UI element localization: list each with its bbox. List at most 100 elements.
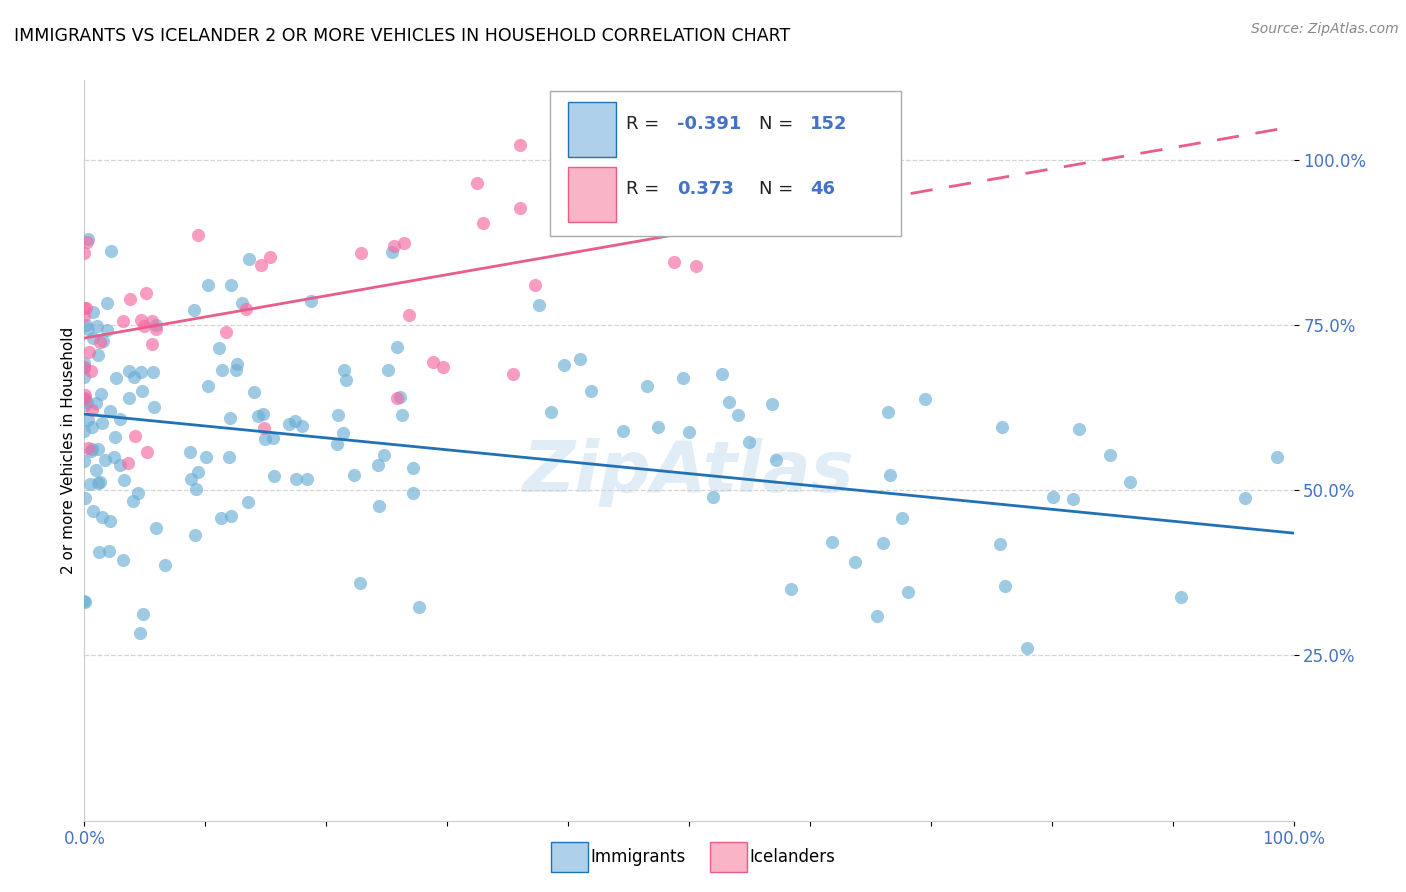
Point xyxy=(129,626,152,640)
Point xyxy=(103,450,125,464)
Point xyxy=(86,318,108,333)
Text: 46: 46 xyxy=(810,180,835,198)
Point xyxy=(717,395,740,409)
Point xyxy=(332,363,354,377)
Point xyxy=(73,356,96,370)
Point xyxy=(73,301,96,316)
Point xyxy=(84,395,107,409)
Point xyxy=(259,250,281,264)
Point xyxy=(75,318,97,332)
Point xyxy=(76,413,98,427)
Point xyxy=(197,379,219,393)
Point xyxy=(134,318,156,333)
Point xyxy=(388,390,411,404)
Point xyxy=(897,585,920,599)
Point xyxy=(76,235,98,249)
Point xyxy=(73,309,96,323)
Point xyxy=(402,485,425,500)
Point xyxy=(866,609,889,624)
Point xyxy=(381,245,404,260)
Text: -0.391: -0.391 xyxy=(676,115,741,133)
Point xyxy=(859,177,882,191)
Point xyxy=(82,442,104,456)
Text: R =: R = xyxy=(626,180,665,198)
Text: 0.373: 0.373 xyxy=(676,180,734,198)
Point xyxy=(76,395,98,409)
Point xyxy=(127,486,149,500)
Point xyxy=(180,472,202,486)
Point xyxy=(1042,491,1064,505)
Point xyxy=(263,468,285,483)
Point xyxy=(219,278,242,293)
Point xyxy=(183,528,205,542)
Point xyxy=(73,594,96,608)
Point xyxy=(250,258,273,272)
FancyBboxPatch shape xyxy=(550,91,901,235)
Point xyxy=(103,430,125,444)
Point xyxy=(553,358,575,372)
Point xyxy=(73,387,96,401)
Point xyxy=(1233,491,1256,505)
Text: IMMIGRANTS VS ICELANDER 2 OR MORE VEHICLES IN HOUSEHOLD CORRELATION CHART: IMMIGRANTS VS ICELANDER 2 OR MORE VEHICL… xyxy=(14,27,790,45)
Point xyxy=(218,450,240,465)
Point xyxy=(73,391,96,405)
Point xyxy=(408,600,430,615)
Text: Immigrants: Immigrants xyxy=(591,848,686,866)
Point xyxy=(141,336,163,351)
Point xyxy=(647,420,669,434)
Point xyxy=(780,582,803,596)
Point xyxy=(77,322,100,336)
Text: N =: N = xyxy=(759,180,799,198)
Point xyxy=(187,228,209,243)
Point xyxy=(112,473,135,487)
Point xyxy=(96,323,118,337)
Point xyxy=(197,277,219,292)
Point xyxy=(129,313,152,327)
Point xyxy=(215,325,238,339)
Point xyxy=(402,461,425,475)
Point xyxy=(82,331,104,345)
Point xyxy=(377,363,399,377)
Point xyxy=(75,399,97,413)
Point xyxy=(994,579,1017,593)
Point xyxy=(91,417,114,431)
Point xyxy=(79,477,101,491)
Point xyxy=(277,417,299,431)
Point xyxy=(73,369,96,384)
Point xyxy=(612,424,634,438)
Point xyxy=(368,499,391,513)
Point xyxy=(91,334,114,348)
Point xyxy=(373,448,395,462)
Point xyxy=(131,366,153,380)
Point xyxy=(73,454,96,468)
Point xyxy=(100,514,122,528)
Point xyxy=(509,201,531,215)
Point xyxy=(367,458,389,472)
Point xyxy=(263,431,285,445)
Point xyxy=(90,510,112,524)
Point xyxy=(253,421,276,435)
Point xyxy=(662,254,685,268)
Point xyxy=(122,494,145,508)
Point xyxy=(685,259,707,273)
Point xyxy=(579,384,602,398)
Point xyxy=(636,379,658,393)
Point xyxy=(117,456,139,470)
Point xyxy=(209,510,232,524)
Point xyxy=(821,535,844,549)
Point xyxy=(219,509,242,524)
Point xyxy=(738,435,761,450)
Point xyxy=(382,239,405,253)
Point xyxy=(672,371,695,385)
Point xyxy=(135,285,157,300)
Point xyxy=(285,471,308,485)
Point xyxy=(89,475,111,490)
Point xyxy=(243,384,266,399)
Point xyxy=(73,424,96,438)
Point xyxy=(529,298,551,312)
Point xyxy=(112,314,135,328)
Point xyxy=(332,425,354,440)
Point xyxy=(124,429,146,443)
Point xyxy=(398,309,420,323)
Text: R =: R = xyxy=(626,115,665,133)
